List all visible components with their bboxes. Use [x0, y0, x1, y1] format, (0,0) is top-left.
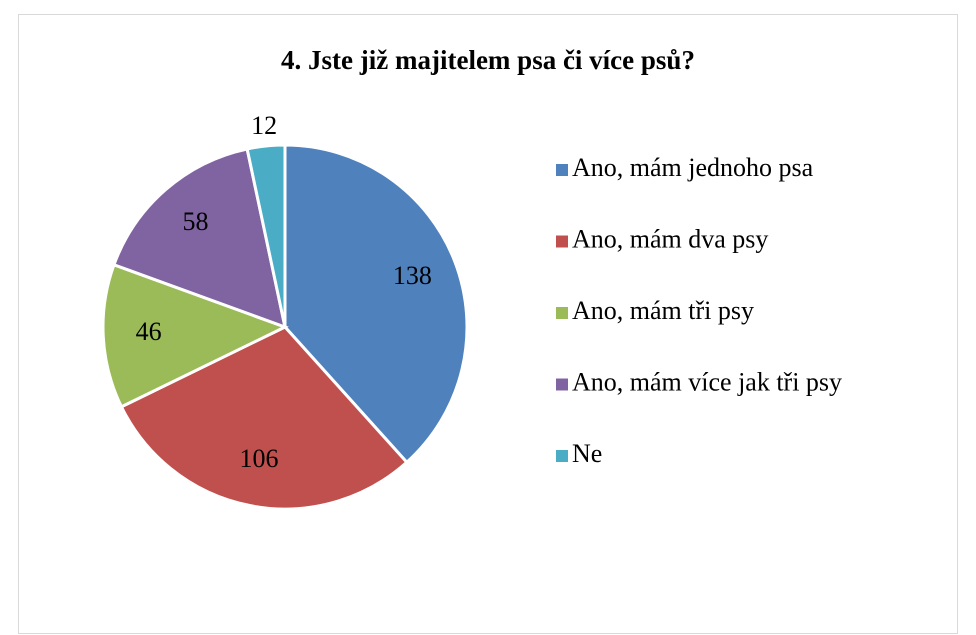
legend-swatch: [556, 450, 568, 462]
legend-swatch: [556, 307, 568, 319]
data-label: 12: [251, 111, 277, 140]
pie-slice: [112, 147, 288, 330]
legend-label: Ne: [572, 439, 602, 468]
legend-label: Ano, mám tři psy: [572, 296, 754, 325]
legend-label: Ano, mám dva psy: [572, 224, 768, 253]
data-label: 138: [393, 261, 432, 290]
data-label: 106: [239, 444, 278, 473]
legend-label: Ano, mám více jak tři psy: [572, 367, 842, 396]
legend-label: Ano, mám jednoho psa: [572, 153, 814, 182]
legend-swatch: [556, 164, 568, 176]
data-label: 58: [182, 207, 208, 236]
pie-slice: [101, 262, 289, 409]
pie-slice: [283, 143, 469, 465]
legend-swatch: [556, 378, 568, 391]
chart-title: 4. Jste již majitelem psa či více psů?: [281, 45, 695, 75]
legend-swatch: [556, 235, 568, 248]
pie-slice: [245, 143, 287, 328]
data-label: 46: [136, 317, 162, 346]
